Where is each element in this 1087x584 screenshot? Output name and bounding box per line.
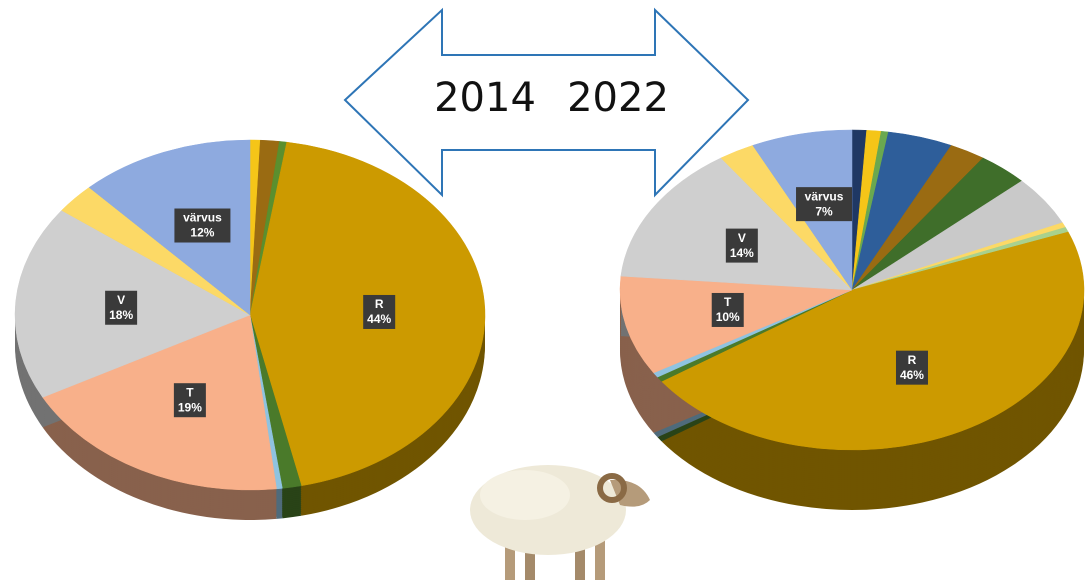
label-box <box>105 290 138 325</box>
label-box <box>725 228 758 263</box>
category-label: V <box>117 293 125 307</box>
label-box <box>711 292 744 327</box>
year-2014: 2014 <box>434 75 536 121</box>
value-label: 46% <box>900 368 924 382</box>
category-label: R <box>375 297 384 311</box>
value-label: 44% <box>367 312 391 326</box>
category-label: T <box>724 295 732 309</box>
label-box <box>174 208 231 243</box>
category-label: V <box>738 231 746 245</box>
value-label: 7% <box>815 204 833 218</box>
value-label: 18% <box>109 308 133 322</box>
category-label: R <box>908 353 917 367</box>
category-label: värvus <box>183 211 222 225</box>
value-label: 19% <box>178 400 202 414</box>
value-label: 10% <box>716 310 740 324</box>
slice <box>88 139 251 316</box>
slice <box>620 157 853 291</box>
value-label: 14% <box>730 246 754 260</box>
double-arrow <box>343 7 750 198</box>
slice <box>42 314 277 491</box>
pie-top <box>619 129 1085 451</box>
pie-top <box>14 139 486 491</box>
slice <box>661 231 1085 451</box>
year-2022: 2022 <box>567 75 669 121</box>
label-box <box>895 350 928 385</box>
label-box <box>173 383 206 418</box>
category-label: värvus <box>805 189 844 203</box>
value-label: 12% <box>190 226 214 240</box>
sheep <box>462 455 655 584</box>
category-label: T <box>186 385 194 399</box>
label-box <box>796 187 853 222</box>
label-box <box>363 294 396 329</box>
pies: R44%T19%V18%värvus12%R46%T10%V14%värvus7… <box>14 129 1085 520</box>
